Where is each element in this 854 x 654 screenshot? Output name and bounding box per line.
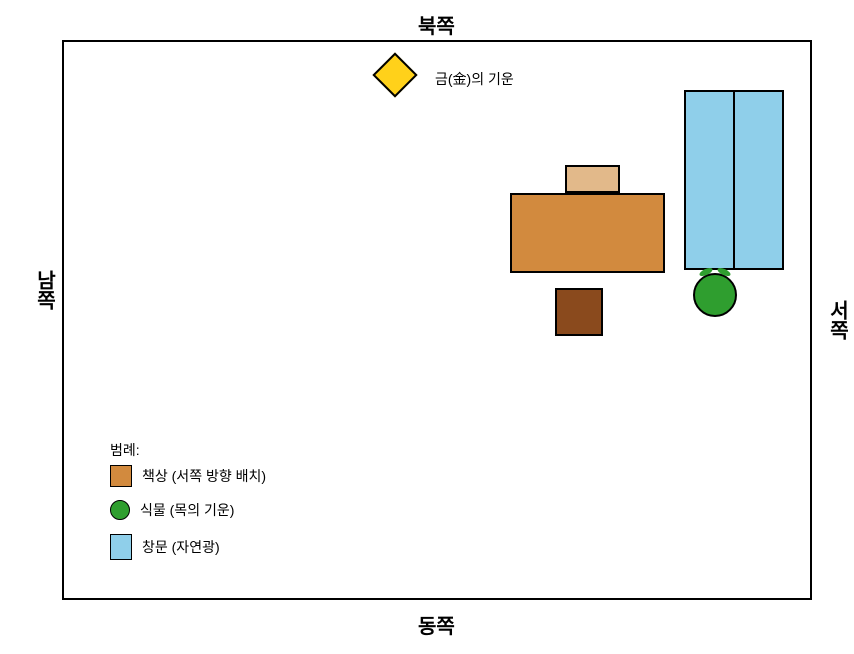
legend-swatch <box>110 534 132 560</box>
window-shape <box>684 90 784 270</box>
legend-swatch <box>110 500 130 520</box>
direction-north-label: 북쪽 <box>418 10 455 39</box>
stool-shape <box>555 288 603 336</box>
legend-title: 범례: <box>110 440 140 460</box>
diagram-canvas: 북쪽 남쪽 동쪽 서쪽 금(金)의 기운 범례: 책상 (서쪽 방향 배치) 식물… <box>0 0 854 654</box>
plant-shape <box>693 273 737 317</box>
legend-item: 식물 (목의 기운) <box>110 500 234 520</box>
gold-energy-label: 금(金)의 기운 <box>435 69 514 89</box>
desk-shape <box>510 193 665 273</box>
direction-south-label: 남쪽 <box>30 270 59 310</box>
desk-panel-shape <box>565 165 620 193</box>
legend-item: 창문 (자연광) <box>110 534 220 560</box>
window-divider <box>733 92 735 268</box>
legend-item: 책상 (서쪽 방향 배치) <box>110 465 266 487</box>
direction-east-label: 동쪽 <box>418 610 455 639</box>
legend-item-label: 식물 (목의 기운) <box>140 500 234 520</box>
legend-item-label: 창문 (자연광) <box>142 537 220 557</box>
legend-swatch <box>110 465 132 487</box>
direction-west-label: 서쪽 <box>823 300 852 340</box>
legend-item-label: 책상 (서쪽 방향 배치) <box>142 466 266 486</box>
